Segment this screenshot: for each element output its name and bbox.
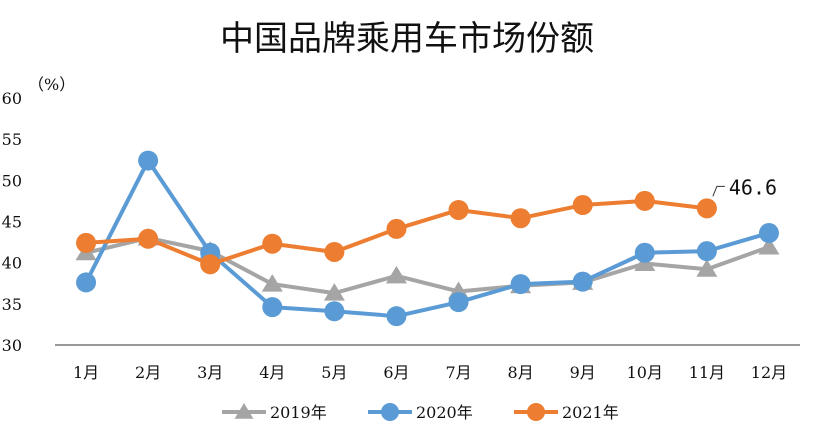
y-tick-label: 35 <box>2 295 22 314</box>
data-point <box>510 208 531 229</box>
data-point <box>634 242 655 263</box>
data-point <box>758 237 780 255</box>
legend: 2019年 2020年 2021年 <box>222 403 619 422</box>
data-point <box>448 292 469 313</box>
data-point <box>572 195 593 216</box>
data-point <box>572 271 593 292</box>
x-tick-label: 11月 <box>689 363 725 382</box>
y-tick-label: 60 <box>2 89 22 108</box>
data-point <box>262 233 283 254</box>
x-tick-label: 8月 <box>508 363 534 382</box>
data-point <box>323 283 345 301</box>
data-point <box>76 232 97 253</box>
series-layer <box>75 150 780 327</box>
legend-item: 2020年 <box>368 403 473 422</box>
legend-item: 2021年 <box>514 403 619 422</box>
y-tick-label: 45 <box>2 213 22 232</box>
series-line <box>84 158 770 319</box>
x-tick-label: 9月 <box>570 363 596 382</box>
data-point <box>324 301 345 322</box>
legend-marker <box>527 403 545 421</box>
annotation-label: 46.6 <box>729 175 777 199</box>
data-point <box>758 223 779 244</box>
data-point <box>696 259 718 277</box>
x-tick-label: 3月 <box>197 363 223 382</box>
data-point <box>510 274 531 295</box>
annotation-leader-line <box>712 185 725 197</box>
data-point <box>385 265 407 284</box>
x-tick-label: 12月 <box>751 363 787 382</box>
data-point <box>696 198 717 219</box>
data-point <box>138 228 159 249</box>
y-tick-label: 30 <box>2 336 22 355</box>
data-point <box>262 297 283 318</box>
series-2020年 <box>76 150 779 327</box>
series-2019年 <box>75 227 780 301</box>
x-tick-label: 5月 <box>321 363 347 382</box>
x-tick-label: 10月 <box>627 363 663 382</box>
legend-label: 2021年 <box>562 403 619 422</box>
y-tick-label: 55 <box>2 130 22 149</box>
y-tick-label: 50 <box>2 171 22 190</box>
data-point <box>448 199 469 220</box>
x-tick-label: 1月 <box>73 363 99 382</box>
x-tick-label: 6月 <box>383 363 409 382</box>
chart-title: 中国品牌乘用车市场份额 <box>220 19 594 59</box>
data-point <box>696 241 717 262</box>
x-tick-label: 7月 <box>445 363 471 382</box>
x-tick-label: 4月 <box>259 363 285 382</box>
series-2021年 <box>76 190 717 275</box>
series-line <box>85 235 770 296</box>
y-axis-ticks: 30 35 40 45 50 55 60 <box>2 89 22 355</box>
data-point <box>386 306 407 327</box>
y-axis-unit-label: （%） <box>28 75 75 94</box>
legend-item: 2019年 <box>222 403 327 422</box>
data-point <box>138 150 159 171</box>
data-point <box>386 218 407 239</box>
legend-marker <box>381 403 399 421</box>
x-tick-label: 2月 <box>135 363 161 382</box>
data-point <box>324 241 345 262</box>
data-point <box>634 190 655 211</box>
y-tick-label: 40 <box>2 254 22 273</box>
data-point <box>200 254 221 275</box>
data-point <box>261 274 283 292</box>
data-point <box>76 272 97 293</box>
legend-marker <box>234 403 254 419</box>
annotation-layer: 46.6 <box>712 175 777 199</box>
legend-label: 2019年 <box>270 403 327 422</box>
legend-label: 2020年 <box>416 403 473 422</box>
x-axis-ticks: 1月 2月 3月 4月 5月 6月 7月 8月 9月 10月 11月 12月 <box>73 363 787 382</box>
